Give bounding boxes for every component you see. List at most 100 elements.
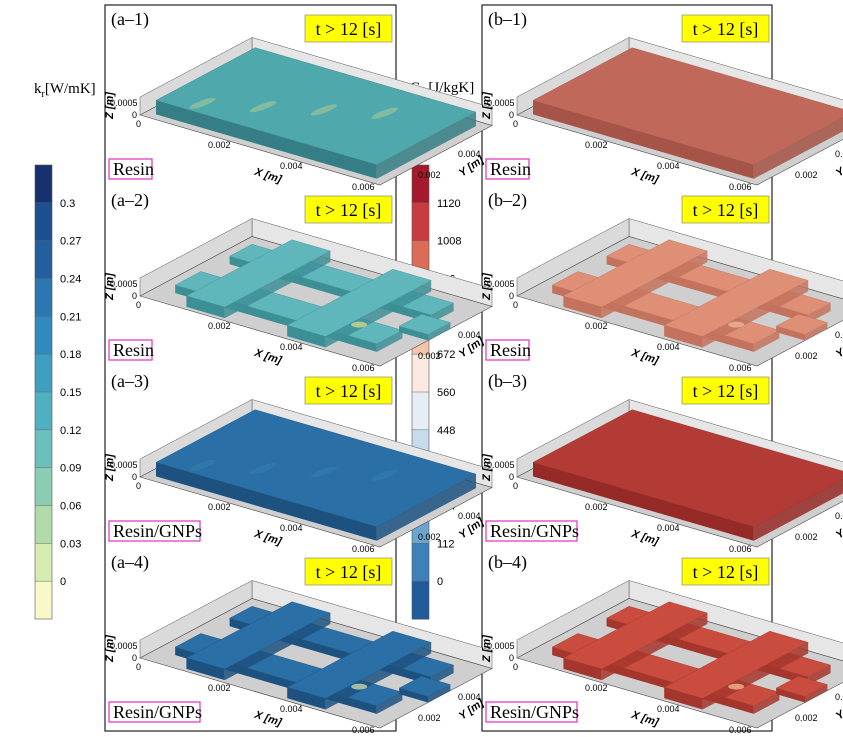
time-label: t > 12 [s] — [693, 19, 759, 39]
time-label: t > 12 [s] — [316, 19, 382, 39]
x-tick-label: 0.006 — [729, 725, 752, 735]
panel-label: (a–1) — [111, 9, 149, 30]
surface-streak — [371, 107, 398, 119]
colorbar-k-tick-label: 0.12 — [60, 425, 81, 437]
tow-cross-left-side-face — [224, 251, 331, 319]
x-tick-label: 0.002 — [585, 321, 608, 331]
surface-hotspot — [351, 321, 368, 328]
colorbar-k-band — [35, 278, 52, 317]
x-tick-label: 0 — [136, 119, 141, 129]
z-axis-label: Z [m] — [104, 273, 116, 301]
specimen-slab-side-face — [376, 112, 476, 179]
material-box: Resin — [108, 339, 154, 361]
material-box-border — [108, 158, 153, 180]
surface-streak — [748, 107, 775, 119]
specimen-slab-top-face — [532, 47, 843, 166]
x-tick-label: 0.002 — [208, 321, 231, 331]
panel-8: 0 0.002 0.004 0.006 0.002 0.004 0 0.0005 X [m] Y … — [481, 552, 843, 735]
tow-stub-front-face — [399, 326, 428, 341]
x-tick-label: 0 — [513, 662, 518, 672]
tow-upper-side-face — [431, 303, 454, 323]
material-box-border — [108, 520, 201, 542]
surface-hotspot — [728, 683, 745, 690]
tow-cross-left-top-face — [562, 601, 708, 670]
colorbar-c-tick-label: 112 — [437, 538, 455, 550]
y-tick-label: 0.002 — [418, 351, 441, 361]
colorbar-c-band — [412, 543, 429, 582]
colorbar-c-tick-label: 1008 — [437, 236, 461, 248]
z-axis-label: Z [m] — [104, 454, 116, 482]
time-box: t > 12 [s] — [681, 195, 770, 224]
y-tick-label: 0.004 — [835, 330, 843, 340]
y-tick-label: 0.004 — [835, 511, 843, 521]
tow-stub-top-face — [775, 313, 828, 335]
tow-stub-side-face — [805, 684, 828, 703]
tow-stub-side-face — [428, 684, 451, 703]
x-tick-label: 0.004 — [280, 523, 303, 533]
tow-cross-left-top-face — [185, 239, 331, 308]
specimen-slab-top-face — [532, 409, 843, 528]
colorbar-c-tick-label: 448 — [437, 425, 455, 437]
colorbar-k-tick-label: 0 — [60, 576, 66, 588]
time-label: t > 12 [s] — [316, 562, 382, 582]
y-axis-label: Y [m] — [834, 516, 843, 542]
surface-streak — [189, 97, 216, 109]
colorbar-c-band — [412, 354, 429, 393]
z-tick-label: 0.0005 — [487, 460, 515, 470]
z-axis-label: Z [m] — [481, 635, 493, 663]
panel-label: (b–4) — [488, 552, 527, 573]
time-label: t > 12 [s] — [316, 200, 382, 220]
colorbar-c-tick-label: 672 — [437, 349, 455, 361]
colorbar-k-band — [35, 316, 52, 355]
specimen-slab-side-face — [376, 474, 476, 541]
tow-cross-right-side-face — [325, 280, 432, 348]
time-box: t > 12 [s] — [304, 376, 393, 405]
x-tick-label: 0.006 — [352, 363, 375, 373]
panel-group-frame-b — [481, 4, 773, 732]
specimen-slab-front-face — [156, 100, 377, 179]
panel-label: (b–1) — [488, 9, 527, 30]
colorbar-k-band — [35, 505, 52, 544]
panel-label: (a–3) — [111, 371, 149, 392]
y-tick-label: 0.004 — [458, 511, 481, 521]
colorbar-c-band — [412, 392, 429, 431]
time-label: t > 12 [s] — [693, 381, 759, 401]
z-axis-label: Z [m] — [481, 454, 493, 482]
tow-cross-right-top-face — [286, 268, 432, 337]
tow-cross-right-top-face — [663, 630, 809, 699]
tow-lower-side-face — [376, 692, 403, 714]
colorbar-k-tick-label: 0.06 — [60, 501, 81, 513]
y-tick-label: 0.002 — [795, 351, 818, 361]
x-tick-label: 0.006 — [729, 544, 752, 554]
tow-cross-left-top-face — [185, 601, 331, 670]
material-box-border — [108, 701, 201, 723]
x-axis-label: X [m] — [629, 347, 660, 367]
x-tick-label: 0.006 — [729, 363, 752, 373]
tow-cross-right-side-face — [702, 642, 809, 710]
time-box-background — [681, 14, 770, 43]
surface-hotspot — [351, 683, 368, 690]
z-tick-label: 0.0005 — [110, 279, 138, 289]
time-box-background — [681, 557, 770, 586]
y-tick-label: 0.004 — [835, 692, 843, 702]
time-box: t > 12 [s] — [681, 376, 770, 405]
surface-streak — [566, 459, 593, 471]
colorbar-k-tick-label: 0.15 — [60, 387, 81, 399]
tow-cross-left-front-face — [563, 295, 602, 319]
material-box: Resin/GNPs — [485, 520, 579, 542]
time-label: t > 12 [s] — [693, 562, 759, 582]
panel-label: (b–2) — [488, 190, 527, 211]
surface-streak — [310, 104, 338, 116]
x-tick-label: 0.004 — [280, 704, 303, 714]
colorbar-c-tick-label: 1120 — [437, 198, 461, 210]
x-tick-label: 0 — [136, 481, 141, 491]
tow-stub-side-face — [428, 322, 451, 341]
tow-cross-left-front-face — [563, 657, 602, 681]
z-tick-label: 0.0005 — [110, 641, 138, 651]
material-box: Resin/GNPs — [485, 701, 579, 723]
x-tick-label: 0.002 — [208, 502, 231, 512]
tow-cross-left-front-face — [186, 295, 225, 319]
surface-streak — [687, 104, 715, 116]
